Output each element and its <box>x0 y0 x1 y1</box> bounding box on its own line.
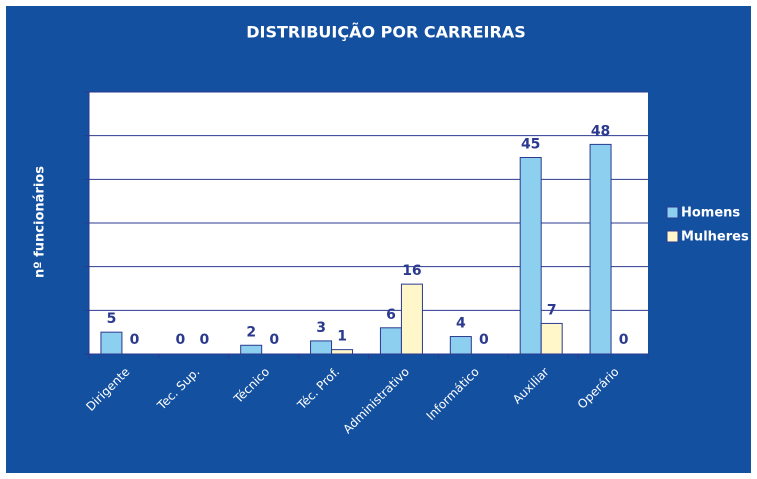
value-label: 16 <box>402 263 421 279</box>
value-label: 0 <box>130 332 140 348</box>
value-label: 0 <box>175 332 185 348</box>
bar <box>100 331 123 355</box>
value-label: 3 <box>316 320 326 336</box>
chart-title: DISTRIBUIÇÃO POR CARREIRAS <box>246 23 525 42</box>
value-label: 0 <box>479 332 489 348</box>
value-label: 0 <box>619 332 629 348</box>
bar <box>589 143 612 355</box>
value-label: 45 <box>521 137 540 153</box>
legend-label: Mulheres <box>681 230 749 245</box>
value-label: 48 <box>591 123 610 139</box>
value-label: 7 <box>547 302 557 318</box>
bar <box>449 336 472 355</box>
bar <box>240 344 263 355</box>
value-label: 0 <box>199 332 209 348</box>
legend-swatch <box>666 230 679 243</box>
legend-swatch <box>666 206 679 219</box>
bar <box>331 349 354 355</box>
y-axis-label: nº funcionários <box>33 166 48 278</box>
value-label: 0 <box>269 332 279 348</box>
legend-label: Homens <box>681 206 740 221</box>
value-label: 4 <box>456 316 466 332</box>
value-label: 1 <box>337 329 347 345</box>
value-label: 5 <box>107 311 117 327</box>
bar <box>310 340 333 355</box>
value-label: 6 <box>386 307 396 323</box>
bar <box>400 283 423 355</box>
bar <box>540 322 563 355</box>
value-label: 2 <box>246 324 256 340</box>
bar <box>379 327 402 355</box>
bar <box>519 157 542 355</box>
